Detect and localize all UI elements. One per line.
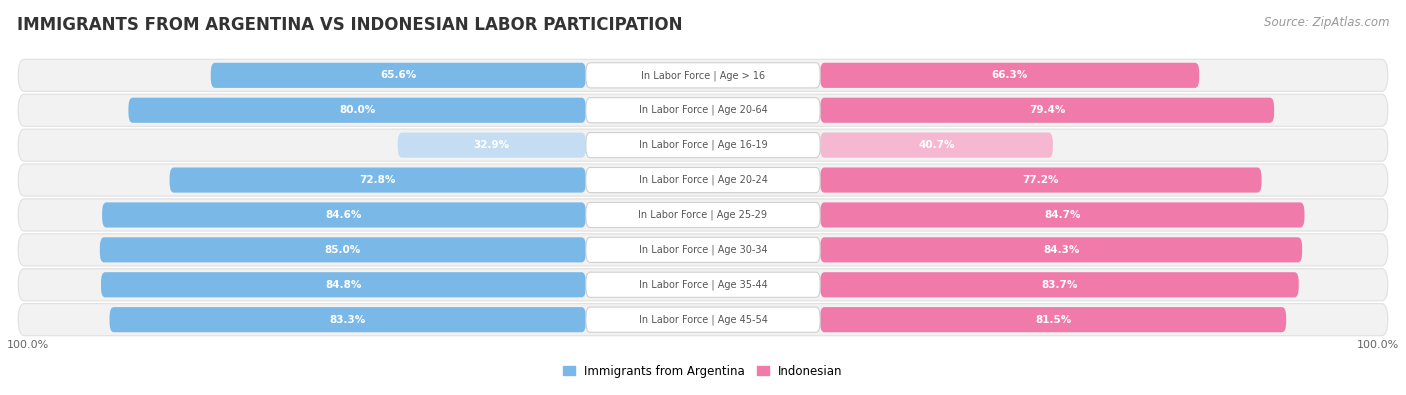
Text: 100.0%: 100.0% [7, 340, 49, 350]
Text: Source: ZipAtlas.com: Source: ZipAtlas.com [1264, 16, 1389, 29]
FancyBboxPatch shape [820, 272, 1299, 297]
FancyBboxPatch shape [18, 164, 1388, 196]
FancyBboxPatch shape [211, 63, 586, 88]
Text: In Labor Force | Age > 16: In Labor Force | Age > 16 [641, 70, 765, 81]
Legend: Immigrants from Argentina, Indonesian: Immigrants from Argentina, Indonesian [564, 365, 842, 378]
FancyBboxPatch shape [110, 307, 586, 332]
Text: In Labor Force | Age 20-24: In Labor Force | Age 20-24 [638, 175, 768, 185]
FancyBboxPatch shape [586, 237, 820, 262]
FancyBboxPatch shape [18, 304, 1388, 336]
FancyBboxPatch shape [586, 272, 820, 297]
Text: 85.0%: 85.0% [325, 245, 361, 255]
FancyBboxPatch shape [18, 94, 1388, 126]
FancyBboxPatch shape [820, 133, 1053, 158]
Text: 84.3%: 84.3% [1043, 245, 1080, 255]
Text: 84.7%: 84.7% [1045, 210, 1081, 220]
FancyBboxPatch shape [18, 234, 1388, 266]
Text: 32.9%: 32.9% [474, 140, 510, 150]
Text: In Labor Force | Age 35-44: In Labor Force | Age 35-44 [638, 280, 768, 290]
Text: 81.5%: 81.5% [1035, 315, 1071, 325]
FancyBboxPatch shape [586, 167, 820, 193]
FancyBboxPatch shape [128, 98, 586, 123]
FancyBboxPatch shape [18, 199, 1388, 231]
FancyBboxPatch shape [586, 307, 820, 332]
Text: In Labor Force | Age 25-29: In Labor Force | Age 25-29 [638, 210, 768, 220]
Text: In Labor Force | Age 45-54: In Labor Force | Age 45-54 [638, 314, 768, 325]
Text: 100.0%: 100.0% [1357, 340, 1399, 350]
Text: 84.6%: 84.6% [326, 210, 363, 220]
Text: 80.0%: 80.0% [339, 105, 375, 115]
FancyBboxPatch shape [586, 202, 820, 228]
FancyBboxPatch shape [820, 98, 1274, 123]
Text: IMMIGRANTS FROM ARGENTINA VS INDONESIAN LABOR PARTICIPATION: IMMIGRANTS FROM ARGENTINA VS INDONESIAN … [17, 16, 682, 34]
Text: 77.2%: 77.2% [1022, 175, 1059, 185]
Text: In Labor Force | Age 30-34: In Labor Force | Age 30-34 [638, 245, 768, 255]
FancyBboxPatch shape [820, 307, 1286, 332]
FancyBboxPatch shape [103, 202, 586, 228]
FancyBboxPatch shape [820, 63, 1199, 88]
Text: In Labor Force | Age 20-64: In Labor Force | Age 20-64 [638, 105, 768, 115]
Text: 40.7%: 40.7% [918, 140, 955, 150]
FancyBboxPatch shape [18, 59, 1388, 91]
Text: 72.8%: 72.8% [360, 175, 396, 185]
FancyBboxPatch shape [586, 63, 820, 88]
Text: 66.3%: 66.3% [991, 70, 1028, 80]
FancyBboxPatch shape [820, 237, 1302, 262]
FancyBboxPatch shape [170, 167, 586, 193]
Text: 65.6%: 65.6% [380, 70, 416, 80]
FancyBboxPatch shape [586, 133, 820, 158]
FancyBboxPatch shape [398, 133, 586, 158]
Text: 83.7%: 83.7% [1042, 280, 1077, 290]
FancyBboxPatch shape [586, 98, 820, 123]
FancyBboxPatch shape [100, 237, 586, 262]
FancyBboxPatch shape [101, 272, 586, 297]
Text: 84.8%: 84.8% [325, 280, 361, 290]
Text: 83.3%: 83.3% [329, 315, 366, 325]
FancyBboxPatch shape [820, 167, 1261, 193]
FancyBboxPatch shape [820, 202, 1305, 228]
Text: 79.4%: 79.4% [1029, 105, 1066, 115]
Text: In Labor Force | Age 16-19: In Labor Force | Age 16-19 [638, 140, 768, 150]
FancyBboxPatch shape [18, 269, 1388, 301]
FancyBboxPatch shape [18, 129, 1388, 161]
